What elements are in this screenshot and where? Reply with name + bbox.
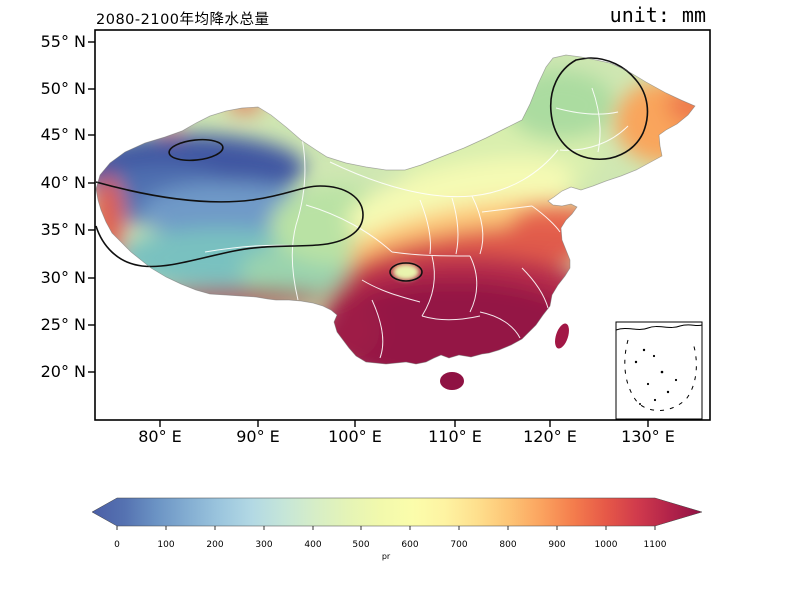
y-tick-45n: 45° N <box>40 125 86 144</box>
colorbar <box>91 497 703 530</box>
cb-tick-1000: 1000 <box>594 540 618 550</box>
plot-frame <box>94 29 711 421</box>
colorbar-label: pr <box>381 552 391 561</box>
y-tick-30n: 30° N <box>40 268 86 287</box>
taiwan-island <box>555 323 569 349</box>
axis-tick-marks <box>88 41 649 427</box>
contour-lines <box>95 57 649 282</box>
y-tick-35n: 35° N <box>40 220 86 239</box>
unit-label: unit: mm <box>609 3 706 27</box>
cb-tick-900: 900 <box>548 540 566 550</box>
x-tick-100e: 100° E <box>328 427 382 446</box>
cb-tick-1100: 1100 <box>643 540 667 550</box>
cb-tick-600: 600 <box>401 540 419 550</box>
cb-tick-400: 400 <box>304 540 322 550</box>
cb-tick-300: 300 <box>255 540 273 550</box>
colorbar-bar <box>91 497 703 527</box>
inset-coastline <box>615 324 703 331</box>
figure-title: 2080-2100年均降水总量 <box>96 12 270 28</box>
y-tick-20n: 20° N <box>40 362 86 381</box>
x-tick-110e: 110° E <box>428 427 482 446</box>
precipitation-field <box>96 55 695 364</box>
cb-tick-700: 700 <box>450 540 468 550</box>
inset-dash-line <box>624 339 697 411</box>
south-china-sea-inset <box>615 321 703 420</box>
y-tick-25n: 25° N <box>40 315 86 334</box>
x-tick-130e: 130° E <box>621 427 675 446</box>
y-tick-40n: 40° N <box>40 173 86 192</box>
y-tick-50n: 50° N <box>40 79 86 98</box>
inset-islands <box>634 348 678 405</box>
hainan-island <box>440 372 464 390</box>
province-borders <box>204 87 629 359</box>
cb-tick-500: 500 <box>352 540 370 550</box>
x-tick-120e: 120° E <box>523 427 577 446</box>
x-tick-90e: 90° E <box>236 427 280 446</box>
cb-tick-800: 800 <box>499 540 517 550</box>
colorbar-tick-marks <box>116 526 656 530</box>
cb-tick-200: 200 <box>206 540 224 550</box>
china-precipitation-map <box>88 29 711 427</box>
y-tick-55n: 55° N <box>40 32 86 51</box>
cb-tick-100: 100 <box>157 540 175 550</box>
x-tick-80e: 80° E <box>138 427 182 446</box>
cb-tick-0: 0 <box>114 540 120 550</box>
